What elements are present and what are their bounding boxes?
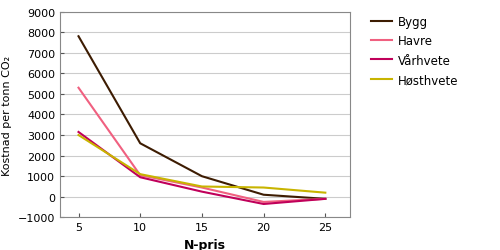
Høsthvete bbox=[322, 192, 328, 194]
Havre bbox=[137, 174, 143, 177]
Høsthvete bbox=[137, 173, 143, 176]
Line: Vårhvete: Vårhvete bbox=[78, 132, 326, 204]
Line: Bygg: Bygg bbox=[78, 37, 326, 199]
Høsthvete bbox=[260, 186, 266, 189]
Havre bbox=[322, 198, 328, 200]
Vårhvete bbox=[76, 131, 82, 134]
Line: Høsthvete: Høsthvete bbox=[78, 136, 326, 193]
Y-axis label: Kostnad per tonn CO₂: Kostnad per tonn CO₂ bbox=[2, 55, 12, 175]
Bygg bbox=[137, 142, 143, 145]
Vårhvete bbox=[199, 190, 205, 194]
Bygg bbox=[199, 175, 205, 178]
Line: Havre: Havre bbox=[78, 88, 326, 202]
Havre bbox=[199, 186, 205, 189]
Legend: Bygg, Havre, Vårhvete, Høsthvete: Bygg, Havre, Vårhvete, Høsthvete bbox=[366, 11, 463, 92]
Bygg bbox=[322, 198, 328, 200]
Havre bbox=[260, 200, 266, 203]
Bygg bbox=[76, 36, 82, 38]
X-axis label: N-pris: N-pris bbox=[184, 238, 226, 250]
Vårhvete bbox=[322, 198, 328, 200]
Vårhvete bbox=[137, 176, 143, 179]
Vårhvete bbox=[260, 203, 266, 206]
Høsthvete bbox=[76, 134, 82, 137]
Havre bbox=[76, 87, 82, 90]
Bygg bbox=[260, 194, 266, 196]
Høsthvete bbox=[199, 185, 205, 188]
